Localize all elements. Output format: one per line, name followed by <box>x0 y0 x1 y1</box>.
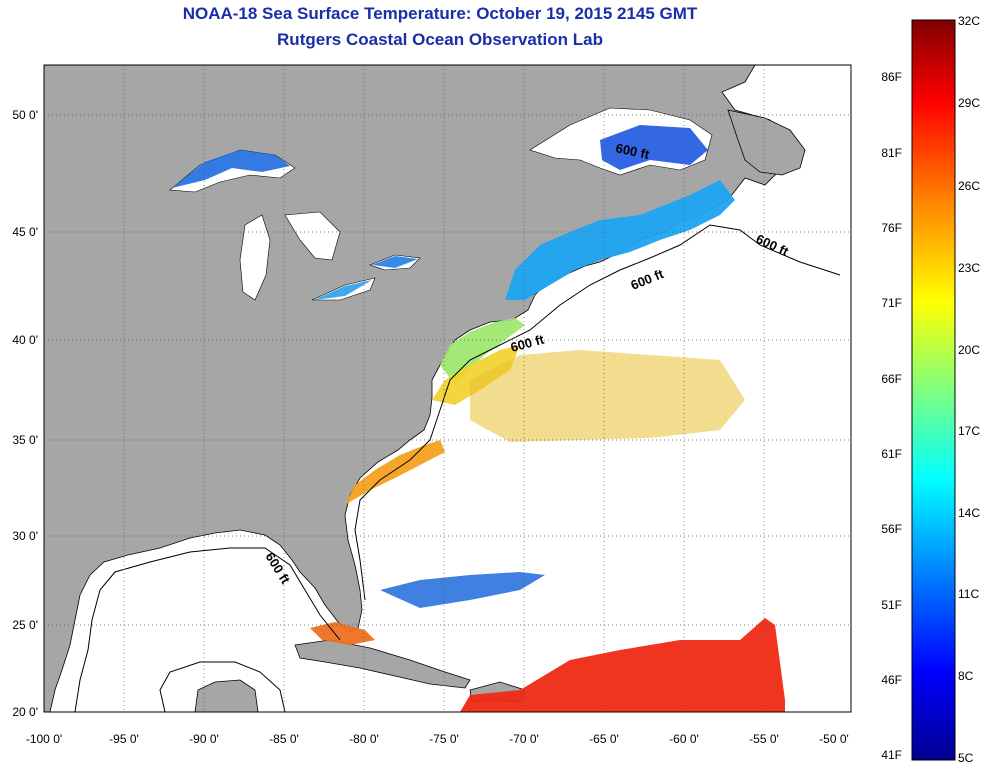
sst-gulf-stream <box>345 440 445 505</box>
sst-lake-erie <box>314 280 372 300</box>
colorbar <box>911 19 956 761</box>
lon-label-75: -75 0' <box>429 732 459 746</box>
lat-label-30: 30 0' <box>12 529 38 543</box>
colorbar-f-46: 46F <box>881 673 902 687</box>
colorbar-f-51: 51F <box>881 598 902 612</box>
colorbar-c-26: 26C <box>958 179 981 193</box>
lat-label-20: 20 0' <box>12 705 38 719</box>
isobath-600ft-gulf <box>74 547 341 712</box>
lon-label-65: -65 0' <box>589 732 619 746</box>
colorbar-c-11: 11C <box>958 587 980 601</box>
sst-open-atlantic <box>470 350 745 442</box>
lon-label-85: -85 0' <box>269 732 299 746</box>
colorbar-c-20: 20C <box>958 343 981 357</box>
colorbar-f-81: 81F <box>881 146 902 160</box>
colorbar-f-86: 86F <box>881 70 902 84</box>
lon-label-60: -60 0' <box>669 732 699 746</box>
colorbar-f-76: 76F <box>881 221 902 235</box>
yucatan-land <box>194 679 259 712</box>
colorbar-c-29: 29C <box>958 96 981 110</box>
lat-label-45: 45 0' <box>12 225 38 239</box>
lon-label-95: -95 0' <box>109 732 139 746</box>
lon-label-70: -70 0' <box>509 732 539 746</box>
colorbar-f-66: 66F <box>881 372 902 386</box>
sst-bahamas <box>380 572 545 608</box>
map-subtitle: Rutgers Coastal Ocean Observation Lab <box>277 30 603 49</box>
colorbar-f-41: 41F <box>881 748 902 762</box>
colorbar-f-61: 61F <box>881 447 902 461</box>
lat-label-50: 50 0' <box>12 108 38 122</box>
map-frame <box>43 64 852 713</box>
sst-lake-ontario <box>372 256 418 268</box>
sst-caribbean <box>460 618 785 712</box>
sst-lake-superior <box>172 150 290 188</box>
lat-label-40: 40 0' <box>12 333 38 347</box>
map-title: NOAA-18 Sea Surface Temperature: October… <box>182 4 698 23</box>
lon-label-100: -100 0' <box>25 732 63 746</box>
isobath-600ft-atlantic <box>354 224 841 601</box>
colorbar-c-23: 23C <box>958 261 981 275</box>
sst-gulf-st-lawrence <box>600 125 708 170</box>
contour-label-1: 600 ft <box>614 140 651 162</box>
colorbar-f-71: 71F <box>881 296 902 310</box>
lon-label-55: -55 0' <box>749 732 779 746</box>
colorbar-f-56: 56F <box>881 522 902 536</box>
lake-michigan <box>239 214 271 301</box>
lat-label-35: 35 0' <box>12 433 38 447</box>
sst-florida-straits <box>310 622 375 645</box>
colorbar-c-17: 17C <box>958 424 981 438</box>
cuba-land <box>294 639 471 689</box>
map-gridlines <box>44 65 851 712</box>
colorbar-c-14: 14C <box>958 506 981 520</box>
colorbar-c-32: 32C <box>958 14 981 28</box>
colorbar-c-8: 8C <box>958 669 974 683</box>
newfoundland-land <box>727 109 806 176</box>
sst-gulf-of-maine <box>505 180 735 300</box>
isobath-600ft-yucatan <box>159 661 286 712</box>
lake-huron <box>284 211 341 261</box>
colorbar-c-5: 5C <box>958 751 974 765</box>
lat-label-25: 25 0' <box>12 618 38 632</box>
lon-label-50: -50 0' <box>819 732 849 746</box>
sst-slope-water <box>432 345 520 405</box>
lon-label-90: -90 0' <box>189 732 219 746</box>
lon-label-80: -80 0' <box>349 732 379 746</box>
